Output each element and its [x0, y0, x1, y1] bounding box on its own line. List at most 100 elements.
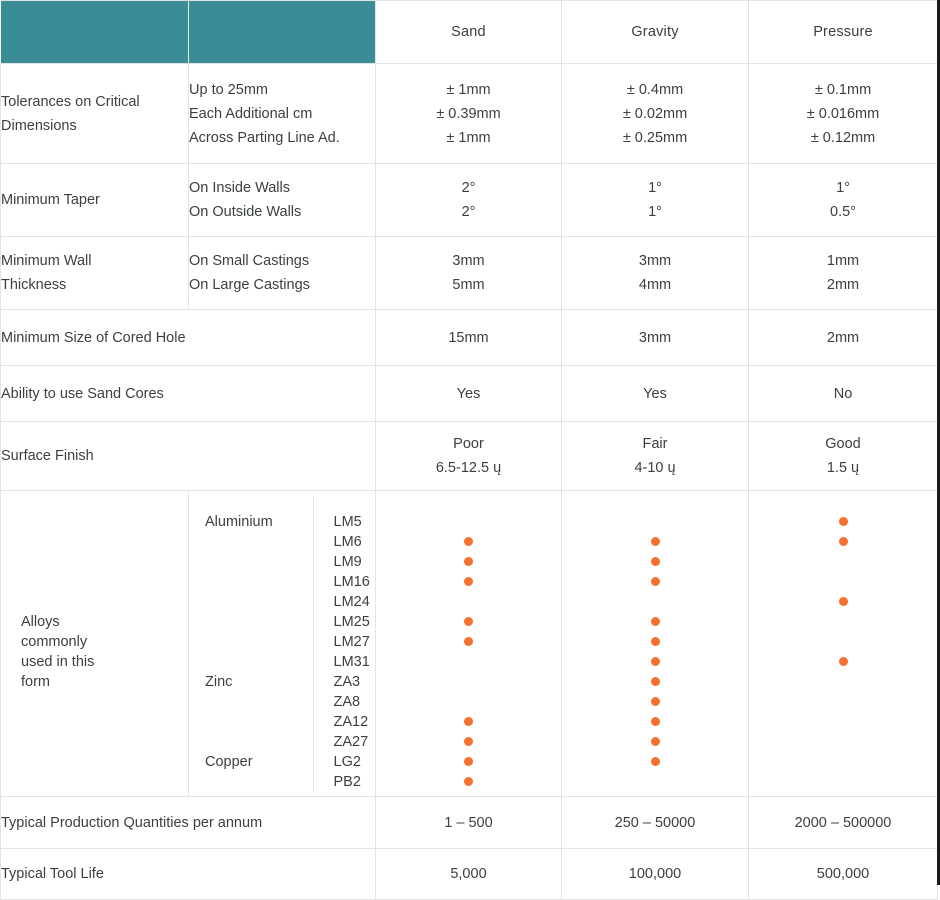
row-label-typical-production-quantities: Typical Production Quantities per annum: [0, 796, 376, 849]
alloy-name: LM25: [333, 613, 370, 630]
alloy-dot-on: [376, 732, 561, 752]
alloy-dot-on: [749, 592, 937, 612]
cell-pressure-ability-to-use-sand-cores: No: [748, 365, 938, 422]
cell-value: 3mm: [638, 253, 672, 269]
cell-value: 2mm: [826, 277, 860, 293]
dot-icon: [464, 677, 473, 686]
row-label-tolerances: Tolerances on Critical Dimensions: [0, 63, 189, 164]
cell-sand-minimum-wall-thickness: 3mm 5mm: [375, 236, 562, 310]
dot-icon: [650, 697, 660, 707]
cell-pressure-typical-production-quantities: 2000 – 500000: [748, 796, 938, 849]
row-label-surface-finish: Surface Finish: [0, 421, 376, 491]
cell-value: Good: [825, 436, 861, 452]
table-row: Ability to use Sand Cores Yes Yes No: [0, 365, 938, 422]
row-label-line: Minimum Wall: [1, 253, 92, 269]
dot-icon: [650, 737, 660, 747]
alloy-dot-off: [562, 772, 748, 792]
dot-icon: [464, 557, 473, 567]
cell-gravity-typical-tool-life: 100,000: [561, 848, 749, 900]
alloy-dot-on: [376, 712, 561, 732]
cell-gravity-minimum-taper: 1° 1°: [561, 163, 749, 237]
alloy-dot-on: [376, 612, 561, 632]
dot-icon: [650, 537, 660, 547]
cell-value: ± 0.12mm: [810, 129, 876, 146]
alloy-dot-off: [376, 652, 561, 672]
cell-gravity-minimum-size-of-cored-hole: 3mm: [561, 309, 749, 366]
dot-icon: [464, 517, 473, 526]
dot-icon: [839, 557, 848, 566]
header-blank-1: [0, 0, 189, 64]
alloy-group-name: Copper: [205, 753, 253, 770]
cell-value: ± 0.016mm: [806, 105, 880, 122]
row-label-line: used in this: [21, 653, 95, 670]
cell-gravity-minimum-wall-thickness: 3mm 4mm: [561, 236, 749, 310]
cell-value: ± 1mm: [446, 81, 491, 98]
dot-icon: [838, 597, 848, 607]
alloy-group-name: Aluminium: [205, 513, 273, 530]
alloy-dot-on: [562, 552, 748, 572]
row-label-line: Thickness: [1, 277, 67, 293]
cell-value: ± 0.39mm: [436, 105, 501, 122]
alloy-name: LM16: [333, 573, 370, 590]
alloy-dot-on: [562, 672, 748, 692]
alloy-name: LM27: [333, 633, 370, 650]
cell-sand-typical-production-quantities: 1 – 500: [375, 796, 562, 849]
alloy-dot-off: [376, 672, 561, 692]
alloy-dot-off: [749, 672, 937, 692]
cell-pressure-minimum-wall-thickness: 1mm 2mm: [748, 236, 938, 310]
alloy-dot-on: [562, 532, 748, 552]
row-label-line: Alloys: [21, 613, 60, 630]
header-row: Sand Gravity Pressure: [0, 0, 938, 64]
table-header: Sand Gravity Pressure: [0, 0, 938, 64]
alloy-name: ZA8: [333, 693, 361, 710]
column-header-pressure[interactable]: Pressure: [748, 0, 938, 64]
column-header-gravity[interactable]: Gravity: [561, 0, 749, 64]
page-right-edge: [937, 0, 940, 885]
alloy-dot-off: [749, 632, 937, 652]
alloy-name: PB2: [333, 773, 361, 790]
cell-value: 1°: [836, 180, 850, 196]
cell-value: Fair: [642, 436, 668, 452]
row-label-line: form: [21, 673, 50, 690]
table-row: Minimum Taper On Inside Walls On Outside…: [0, 163, 938, 237]
alloy-dot-off: [562, 512, 748, 532]
alloy-dot-column-sand: [376, 496, 561, 792]
dot-icon: [464, 597, 473, 606]
alloy-name: LM5: [333, 513, 362, 530]
cell-pressure-minimum-size-of-cored-hole: 2mm: [748, 309, 938, 366]
row-label-minimum-taper: Minimum Taper: [0, 163, 189, 237]
column-header-sand[interactable]: Sand: [375, 0, 562, 64]
dot-icon: [651, 517, 660, 526]
dot-icon: [839, 617, 848, 626]
alloy-dot-on: [562, 692, 748, 712]
dot-icon: [839, 677, 848, 686]
alloy-dot-off: [376, 692, 561, 712]
cell-value: 1°: [648, 204, 662, 220]
table-row: Tolerances on Critical Dimensions Up to …: [0, 63, 938, 164]
alloy-dot-on: [749, 512, 937, 532]
sublabel: Up to 25mm: [189, 81, 268, 98]
alloy-dot-column-pressure: [749, 496, 937, 792]
table-row-alloys: Alloys commonly used in this form: [0, 490, 938, 797]
cell-value: ± 0.25mm: [622, 129, 688, 146]
dot-icon: [651, 597, 660, 606]
row-label-typical-tool-life: Typical Tool Life: [0, 848, 376, 900]
cell-pressure-surface-finish: Good 1.5 ų: [748, 421, 938, 491]
alloy-dot-on: [562, 572, 748, 592]
cell-gravity-surface-finish: Fair 4-10 ų: [561, 421, 749, 491]
cell-value: ± 0.4mm: [626, 81, 684, 98]
table-row: Surface Finish Poor 6.5-12.5 ų Fair 4-10…: [0, 421, 938, 491]
cell-pressure-tolerances: ± 0.1mm ± 0.016mm ± 0.12mm: [748, 63, 938, 164]
dot-icon: [650, 757, 660, 767]
alloy-dot-on: [562, 712, 748, 732]
sublabel: On Inside Walls: [189, 180, 290, 196]
cell-pressure-alloys: [748, 490, 938, 797]
alloy-dot-off: [376, 512, 561, 532]
cell-value: ± 0.02mm: [622, 105, 688, 122]
cell-gravity-ability-to-use-sand-cores: Yes: [561, 365, 749, 422]
dot-icon: [839, 757, 848, 766]
sublabel: On Outside Walls: [189, 204, 302, 220]
cell-gravity-typical-production-quantities: 250 – 50000: [561, 796, 749, 849]
cell-pressure-minimum-taper: 1° 0.5°: [748, 163, 938, 237]
